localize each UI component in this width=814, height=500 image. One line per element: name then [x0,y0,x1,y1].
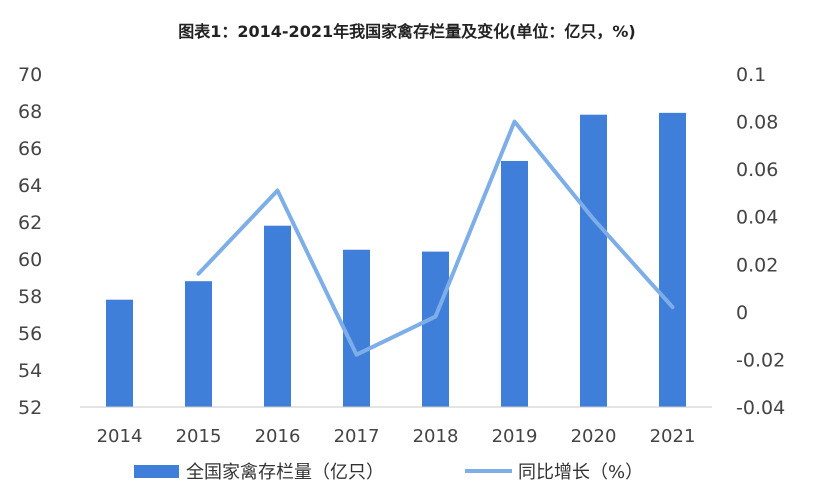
bar [106,299,133,407]
right-axis-tick-label: 0.02 [736,254,778,276]
left-axis-tick-label: 64 [18,175,42,197]
left-axis-tick-label: 66 [18,138,42,160]
left-axis-tick-label: 56 [18,323,42,345]
bar [185,281,212,407]
right-axis-tick-label: 0.04 [736,207,778,229]
right-axis-tick-label: 0.06 [736,159,778,181]
left-axis-tick-label: 60 [18,249,42,271]
right-axis-tick-label: -0.02 [736,349,785,371]
bar [343,249,370,407]
legend-bar-swatch [134,465,179,478]
bar [580,114,607,407]
bar [501,160,528,407]
right-axis-tick-label: 0.1 [736,64,766,86]
right-axis-tick-label: -0.04 [736,397,785,419]
x-axis-tick-label: 2015 [176,426,222,447]
legend-line-label: 同比增长（%） [518,462,643,483]
chart-title: 图表1：2014-2021年我国家禽存栏量及变化(单位：亿只，%) [178,22,636,41]
x-axis-tick-label: 2019 [492,426,538,447]
x-axis-tick-label: 2018 [413,426,459,447]
right-axis-tick-label: 0.08 [736,112,778,134]
x-axis-tick-label: 2017 [334,426,380,447]
x-axis-tick-label: 2014 [97,426,143,447]
bar [422,251,449,407]
bar [264,225,291,407]
x-axis-tick-label: 2021 [650,426,696,447]
x-axis-tick-label: 2020 [571,426,617,447]
left-axis-tick-label: 70 [18,64,42,86]
bar [659,112,686,407]
legend-bar-label: 全国家禽存栏量（亿只） [186,462,384,483]
right-axis-tick-label: 0 [736,302,748,324]
left-axis-tick-label: 58 [18,286,42,308]
left-axis-tick-label: 62 [18,212,42,234]
left-axis-tick-label: 68 [18,101,42,123]
x-axis-tick-label: 2016 [255,426,301,447]
left-axis-tick-label: 52 [18,397,42,419]
left-axis-tick-label: 54 [18,360,42,382]
